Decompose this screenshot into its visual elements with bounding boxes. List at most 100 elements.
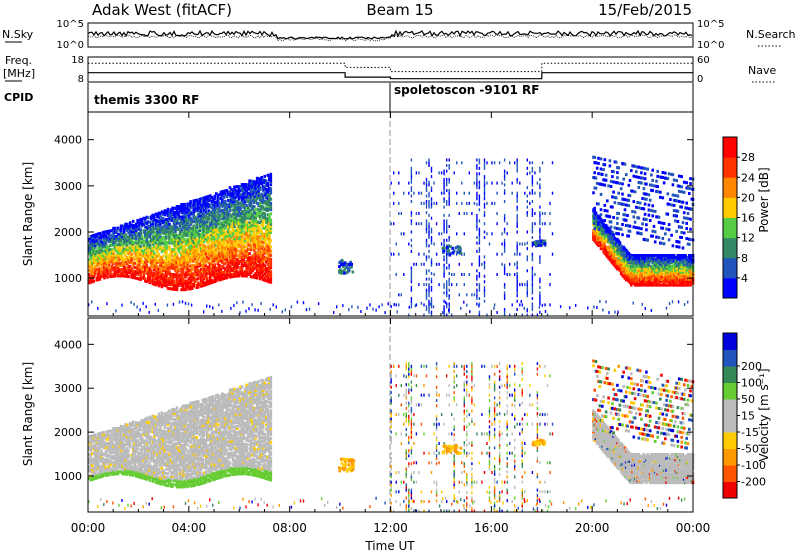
scatter-cell	[652, 184, 656, 188]
scatter-cell	[516, 208, 518, 212]
scatter-cell	[263, 174, 266, 178]
scatter-cell	[626, 250, 629, 254]
scatter-cell	[128, 229, 132, 233]
scatter-cell	[254, 247, 257, 250]
scatter-cell	[88, 262, 91, 266]
scatter-cell	[157, 284, 161, 288]
scatter-cell	[174, 244, 177, 248]
scatter-cell	[245, 245, 248, 249]
scatter-cell	[107, 246, 111, 250]
scatter-cell	[199, 253, 203, 257]
scatter-cell	[640, 272, 643, 276]
scatter-cell	[192, 255, 195, 259]
scatter-cell	[95, 251, 99, 255]
scatter-cell	[268, 215, 271, 219]
scatter-cell	[446, 183, 448, 187]
scatter-cell	[153, 230, 156, 234]
scatter-cell	[169, 272, 173, 276]
scatter-cell	[140, 268, 144, 272]
scatter-cell	[243, 195, 247, 199]
scatter-cell	[128, 237, 132, 241]
scatter-cell	[478, 258, 481, 262]
scatter-cell	[213, 242, 217, 246]
scatter-cell	[204, 220, 208, 224]
scatter-cell	[137, 225, 141, 229]
scatter-cell	[151, 253, 155, 257]
scatter-cell	[650, 188, 653, 192]
scatter-cell	[265, 256, 268, 260]
scatter-cell	[150, 229, 153, 233]
scatter-cell	[539, 219, 541, 223]
scatter-cell	[89, 255, 93, 259]
scatter-cell	[269, 177, 273, 180]
scatter-cell	[257, 210, 260, 214]
scatter-cell	[228, 261, 232, 264]
scatter-cell	[231, 256, 235, 260]
scatter-cell	[113, 235, 117, 239]
scatter-cell	[192, 284, 195, 288]
scatter-cell	[252, 180, 256, 184]
scatter-cell	[645, 238, 648, 242]
scatter-cell	[338, 265, 341, 268]
scatter-cell	[162, 248, 165, 252]
scatter-cell	[403, 191, 405, 195]
scatter-cell	[89, 235, 93, 238]
scatter-cell	[263, 187, 266, 191]
scatter-cell	[219, 255, 223, 259]
scatter-cell	[228, 223, 232, 227]
scatter-cell	[265, 225, 268, 229]
scatter-cell	[390, 181, 392, 185]
scatter-cell	[177, 211, 180, 215]
scatter-cell	[534, 273, 536, 276]
scatter-cell	[201, 269, 204, 273]
scatter-cell	[266, 250, 270, 254]
scatter-cell	[430, 261, 433, 264]
scatter-cell	[242, 259, 245, 263]
scatter-cell	[134, 247, 138, 251]
scatter-cell	[393, 191, 395, 195]
scatter-cell	[151, 249, 155, 252]
scatter-cell	[189, 243, 192, 247]
scatter-cell	[526, 205, 528, 209]
scatter-cell	[136, 268, 139, 272]
scatter-cell	[441, 246, 445, 250]
scatter-cell	[169, 225, 173, 228]
scatter-cell	[231, 189, 235, 193]
scatter-cell	[171, 262, 174, 266]
scatter-cell	[153, 274, 156, 278]
scatter-cell	[258, 242, 262, 245]
scatter-cell	[133, 257, 136, 261]
scatter-cell	[189, 270, 192, 274]
scatter-cell	[240, 243, 244, 247]
scatter-cell	[163, 240, 167, 244]
scatter-cell	[119, 228, 123, 232]
scatter-cell	[216, 202, 220, 206]
scatter-cell	[443, 189, 445, 192]
scatter-cell	[410, 305, 413, 309]
scatter-cell	[539, 277, 541, 281]
scatter-cell	[113, 245, 117, 249]
scatter-cell	[227, 205, 230, 209]
scatter-cell	[260, 192, 263, 196]
scatter-cell	[130, 236, 133, 240]
scatter-cell	[127, 252, 130, 256]
scatter-cell	[215, 240, 218, 243]
scatter-cell	[198, 243, 201, 247]
scatter-cell	[192, 234, 195, 238]
scatter-cell	[236, 245, 239, 249]
scatter-cell	[478, 183, 481, 187]
scatter-cell	[199, 218, 203, 222]
scatter-cell	[526, 294, 528, 298]
scatter-cell	[198, 214, 201, 218]
scatter-cell	[251, 179, 254, 183]
scatter-cell	[165, 232, 168, 236]
scatter-cell	[186, 248, 189, 252]
scatter-cell	[237, 255, 241, 259]
scatter-cell	[221, 204, 224, 208]
scatter-cell	[645, 268, 648, 272]
scatter-cell	[159, 259, 162, 263]
scatter-cell	[103, 270, 106, 274]
scatter-cell	[240, 259, 244, 263]
scatter-cell	[225, 265, 229, 269]
scatter-cell	[249, 196, 253, 200]
